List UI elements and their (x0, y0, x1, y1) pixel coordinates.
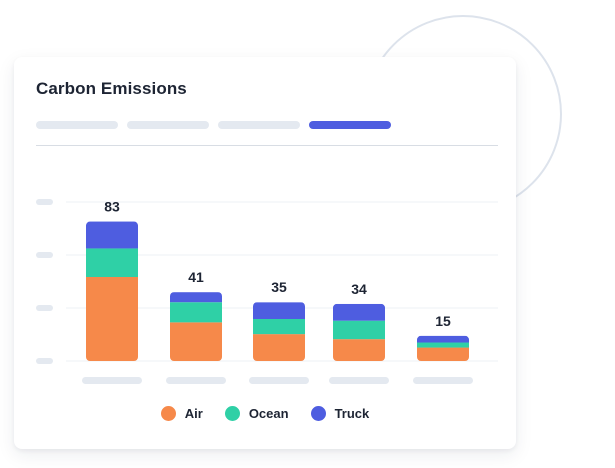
card-title: Carbon Emissions (36, 79, 187, 98)
tab-3[interactable] (218, 121, 300, 129)
bar-segment-air[interactable] (333, 339, 385, 361)
legend-item-truck[interactable]: Truck (310, 406, 370, 421)
bar-segment-ocean[interactable] (86, 248, 138, 277)
legend: Air Ocean Truck (14, 406, 516, 421)
legend-label: Air (184, 406, 203, 421)
legend-swatch (224, 406, 240, 421)
tab-4[interactable] (309, 121, 391, 129)
y-tick-placeholder (36, 199, 53, 205)
bar-group: 15 (417, 313, 469, 361)
legend-swatch (310, 406, 326, 421)
bar-group: 41 (170, 269, 222, 361)
bar-segment-ocean[interactable] (170, 302, 222, 323)
bar-segment-truck[interactable] (417, 335, 469, 343)
bar-segment-truck[interactable] (86, 221, 138, 249)
y-tick-placeholder (36, 252, 53, 258)
y-tick-placeholder (36, 305, 53, 311)
bar-segment-air[interactable] (170, 322, 222, 361)
bar-segment-truck[interactable] (333, 303, 385, 321)
bar-value-label: 15 (435, 313, 451, 329)
bar-segment-truck[interactable] (253, 302, 305, 319)
x-tick-placeholder (82, 377, 142, 384)
legend-label: Ocean (248, 406, 289, 421)
x-tick-placeholder (249, 377, 309, 384)
bar-group: 83 (86, 199, 138, 361)
legend-swatch (160, 406, 176, 421)
bar-segment-truck[interactable] (170, 292, 222, 303)
bar-segment-air[interactable] (417, 347, 469, 361)
bar-segment-air[interactable] (86, 277, 138, 361)
y-tick-placeholder (36, 358, 53, 364)
bar-value-label: 83 (104, 199, 120, 215)
divider (36, 145, 498, 146)
tab-1[interactable] (36, 121, 118, 129)
bar-group: 34 (333, 281, 385, 361)
legend-item-air[interactable]: Air (160, 406, 203, 421)
x-tick-placeholder (166, 377, 226, 384)
bar-value-label: 34 (351, 281, 367, 297)
bar-segment-ocean[interactable] (417, 342, 469, 348)
bar-value-label: 35 (271, 279, 287, 295)
x-tick-placeholder (329, 377, 389, 384)
legend-label: Truck (334, 406, 370, 421)
bar-segment-ocean[interactable] (333, 320, 385, 340)
stacked-bar-chart: 83 41 35 34 15 (36, 199, 498, 384)
x-tick-placeholder (413, 377, 473, 384)
bar-segment-ocean[interactable] (253, 319, 305, 335)
bar-group: 35 (253, 279, 305, 361)
tab-2[interactable] (127, 121, 209, 129)
chart-card: Carbon Emissions 83 41 35 34 15 Air Ocean Truc… (14, 57, 516, 449)
legend-item-ocean[interactable]: Ocean (224, 406, 289, 421)
bar-segment-air[interactable] (253, 334, 305, 361)
bar-value-label: 41 (188, 269, 204, 285)
